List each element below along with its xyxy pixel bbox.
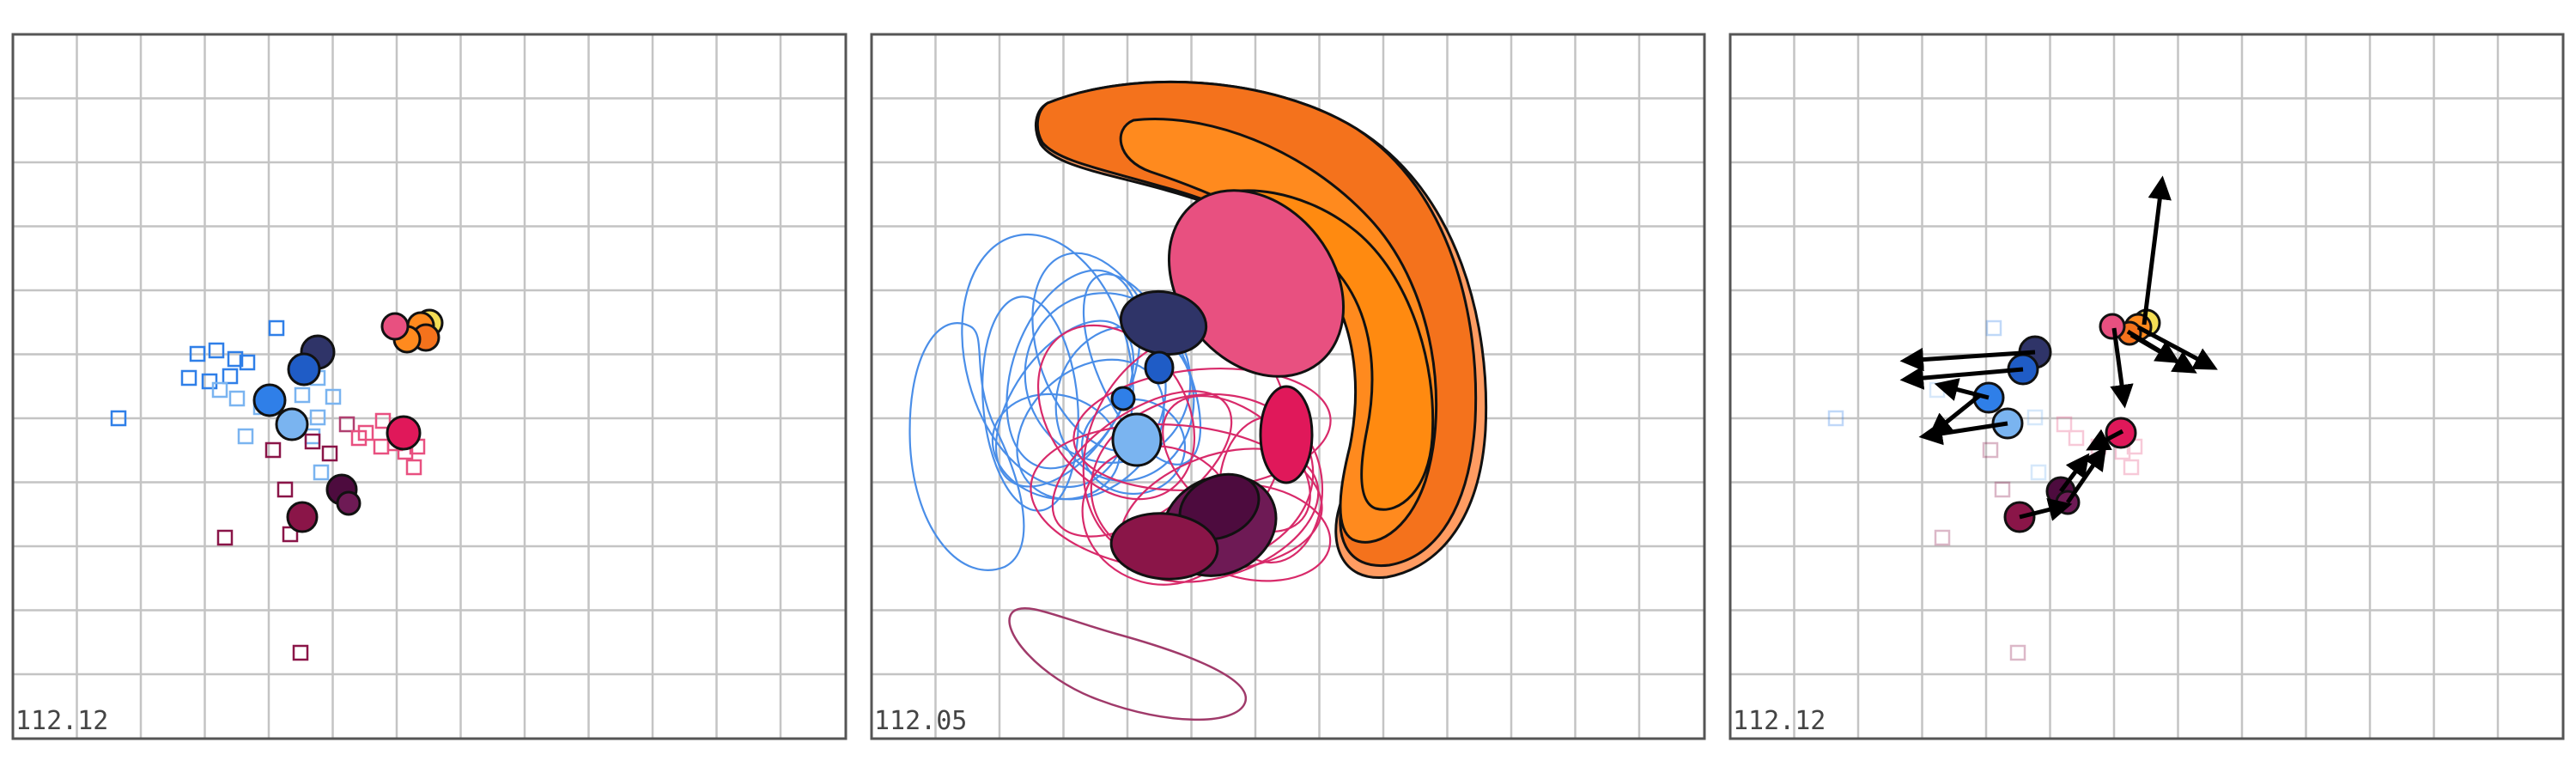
velocity-arrow xyxy=(1899,366,2024,390)
panel-1-frame xyxy=(11,33,848,740)
panel-1-label: 112.12 xyxy=(15,706,108,736)
trail-marker xyxy=(268,320,285,337)
panel-3: 112.12 xyxy=(1728,33,2565,740)
particle-crimson xyxy=(386,415,422,451)
smeared-body-maroon xyxy=(1109,512,1219,581)
trail-marker xyxy=(374,412,392,429)
particle-blue-light xyxy=(275,407,309,441)
trail-marker xyxy=(1982,441,1999,459)
trail-marker xyxy=(373,438,390,455)
panel-1-trail-markers xyxy=(110,320,426,661)
velocity-arrow xyxy=(1928,393,1982,437)
panel-3-grid xyxy=(1730,34,2563,739)
particle-pink xyxy=(2099,313,2126,340)
trail-marker xyxy=(1994,481,2011,498)
panel-3-label: 112.12 xyxy=(1733,706,1826,736)
velocity-arrow xyxy=(2142,175,2172,326)
panel-2: 112.05 xyxy=(870,33,1706,740)
orbit-trail xyxy=(1008,606,1248,721)
panel-2-smeared-bodies xyxy=(1034,80,1488,581)
trail-marker xyxy=(180,369,197,386)
trail-marker xyxy=(2056,416,2073,433)
trail-marker xyxy=(294,386,311,404)
trail-marker xyxy=(110,410,127,427)
panel-1: 112.12 xyxy=(11,33,848,740)
trail-marker xyxy=(222,368,239,385)
panel-3-velocity-arrows xyxy=(1899,175,2218,521)
panel-1-particles xyxy=(252,308,444,533)
panel-1-grid xyxy=(13,34,846,739)
trail-marker xyxy=(405,459,422,476)
particle-pink xyxy=(380,312,410,341)
panel-2-label: 112.05 xyxy=(874,706,967,736)
velocity-arrow xyxy=(2126,329,2180,363)
trail-marker xyxy=(228,390,246,407)
particle-plum xyxy=(336,490,361,516)
particle-maroon xyxy=(286,501,319,533)
trail-marker xyxy=(321,445,338,462)
smeared-body-blue-mid xyxy=(1110,386,1136,411)
trail-marker xyxy=(276,481,294,498)
velocity-arrow xyxy=(2065,446,2107,504)
trail-marker xyxy=(313,464,330,481)
trail-marker xyxy=(1934,529,1951,546)
velocity-arrow xyxy=(2019,497,2073,521)
trail-marker xyxy=(292,644,309,661)
orbit-trail xyxy=(908,322,1025,571)
trail-marker xyxy=(304,428,321,445)
smeared-body-blue-light xyxy=(1111,412,1163,467)
trail-marker xyxy=(1827,410,1844,427)
trail-marker xyxy=(237,428,254,445)
trail-marker xyxy=(309,409,326,426)
trail-marker xyxy=(208,342,225,359)
particle-blue-dark xyxy=(287,352,321,386)
trail-marker xyxy=(211,381,228,399)
trail-marker xyxy=(357,424,374,441)
smeared-body-crimson xyxy=(1259,385,1314,484)
orbit-trail xyxy=(991,393,1121,501)
velocity-arrow xyxy=(1899,347,2036,372)
trail-marker xyxy=(2123,459,2140,476)
velocity-arrow xyxy=(2086,429,2124,451)
trail-marker xyxy=(239,354,256,371)
trail-marker xyxy=(2026,409,2044,426)
trail-marker xyxy=(304,433,321,450)
trail-marker xyxy=(216,529,234,546)
orbit-trail xyxy=(961,233,1134,489)
smeared-body-blue-dark xyxy=(1144,350,1175,385)
trail-marker xyxy=(189,345,206,362)
trail-marker xyxy=(2068,429,2085,447)
trail-marker xyxy=(2009,644,2026,661)
trail-marker xyxy=(264,441,282,459)
panel-2-frame xyxy=(870,33,1706,740)
velocity-arrow xyxy=(2110,327,2134,409)
particle-blue-mid xyxy=(252,383,287,417)
panel-3-particles xyxy=(1972,308,2161,533)
panel-3-frame xyxy=(1728,33,2565,740)
trail-marker xyxy=(338,416,355,433)
trail-marker xyxy=(201,373,218,390)
trail-marker xyxy=(325,388,342,405)
velocity-arrow xyxy=(2059,453,2090,493)
trail-marker xyxy=(1985,320,2002,337)
trail-marker xyxy=(2030,464,2047,481)
trail-marker xyxy=(227,350,244,368)
